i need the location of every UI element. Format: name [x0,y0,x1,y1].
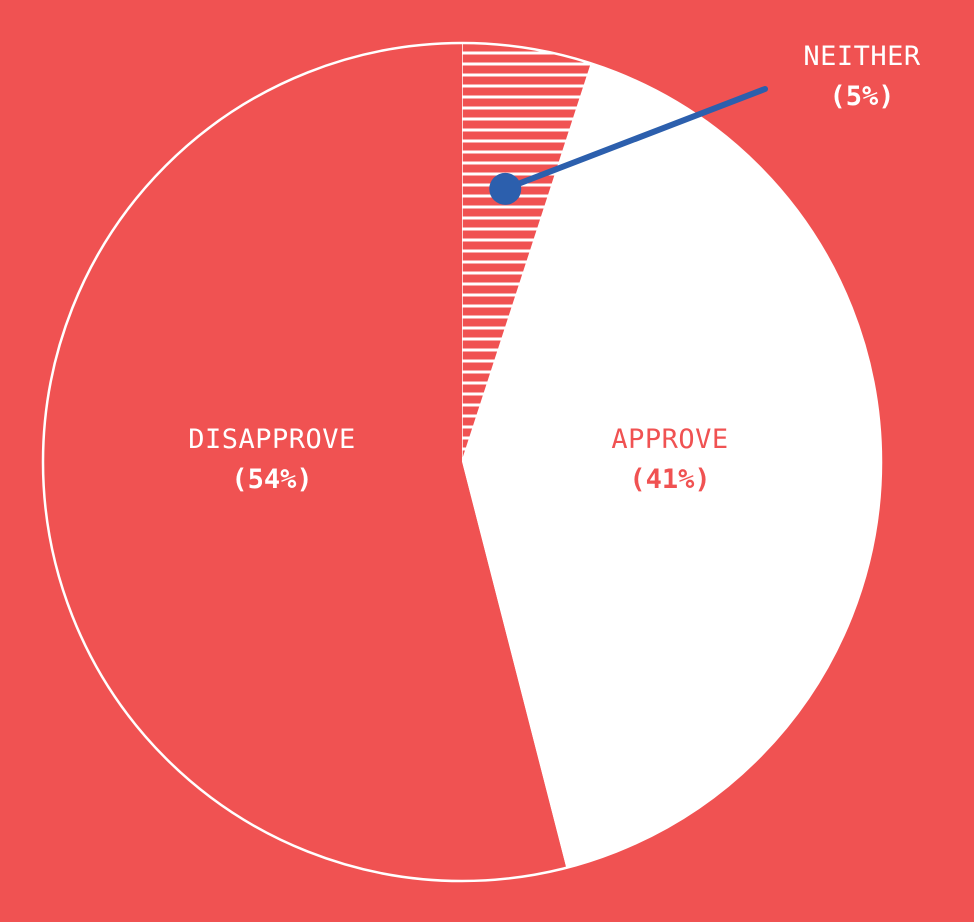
neither-callout-percent: (5%) [829,81,894,112]
disapprove-slice [43,43,567,881]
approve-slice-percent: (41%) [629,464,710,495]
neither-callout-label: NEITHER [803,41,921,72]
disapprove-slice-label: DISAPPROVE [188,424,356,455]
disapprove-slice-percent: (54%) [231,464,312,495]
pie-labels: DISAPPROVE (54%) APPROVE (41%) NEITHER (… [188,41,921,495]
neither-callout-line [502,86,768,192]
approve-slice-label: APPROVE [611,424,728,455]
pie-outline [41,41,883,883]
neither-callout-dot [489,172,522,205]
pie-slices [43,42,882,881]
approve-slice [462,63,882,868]
